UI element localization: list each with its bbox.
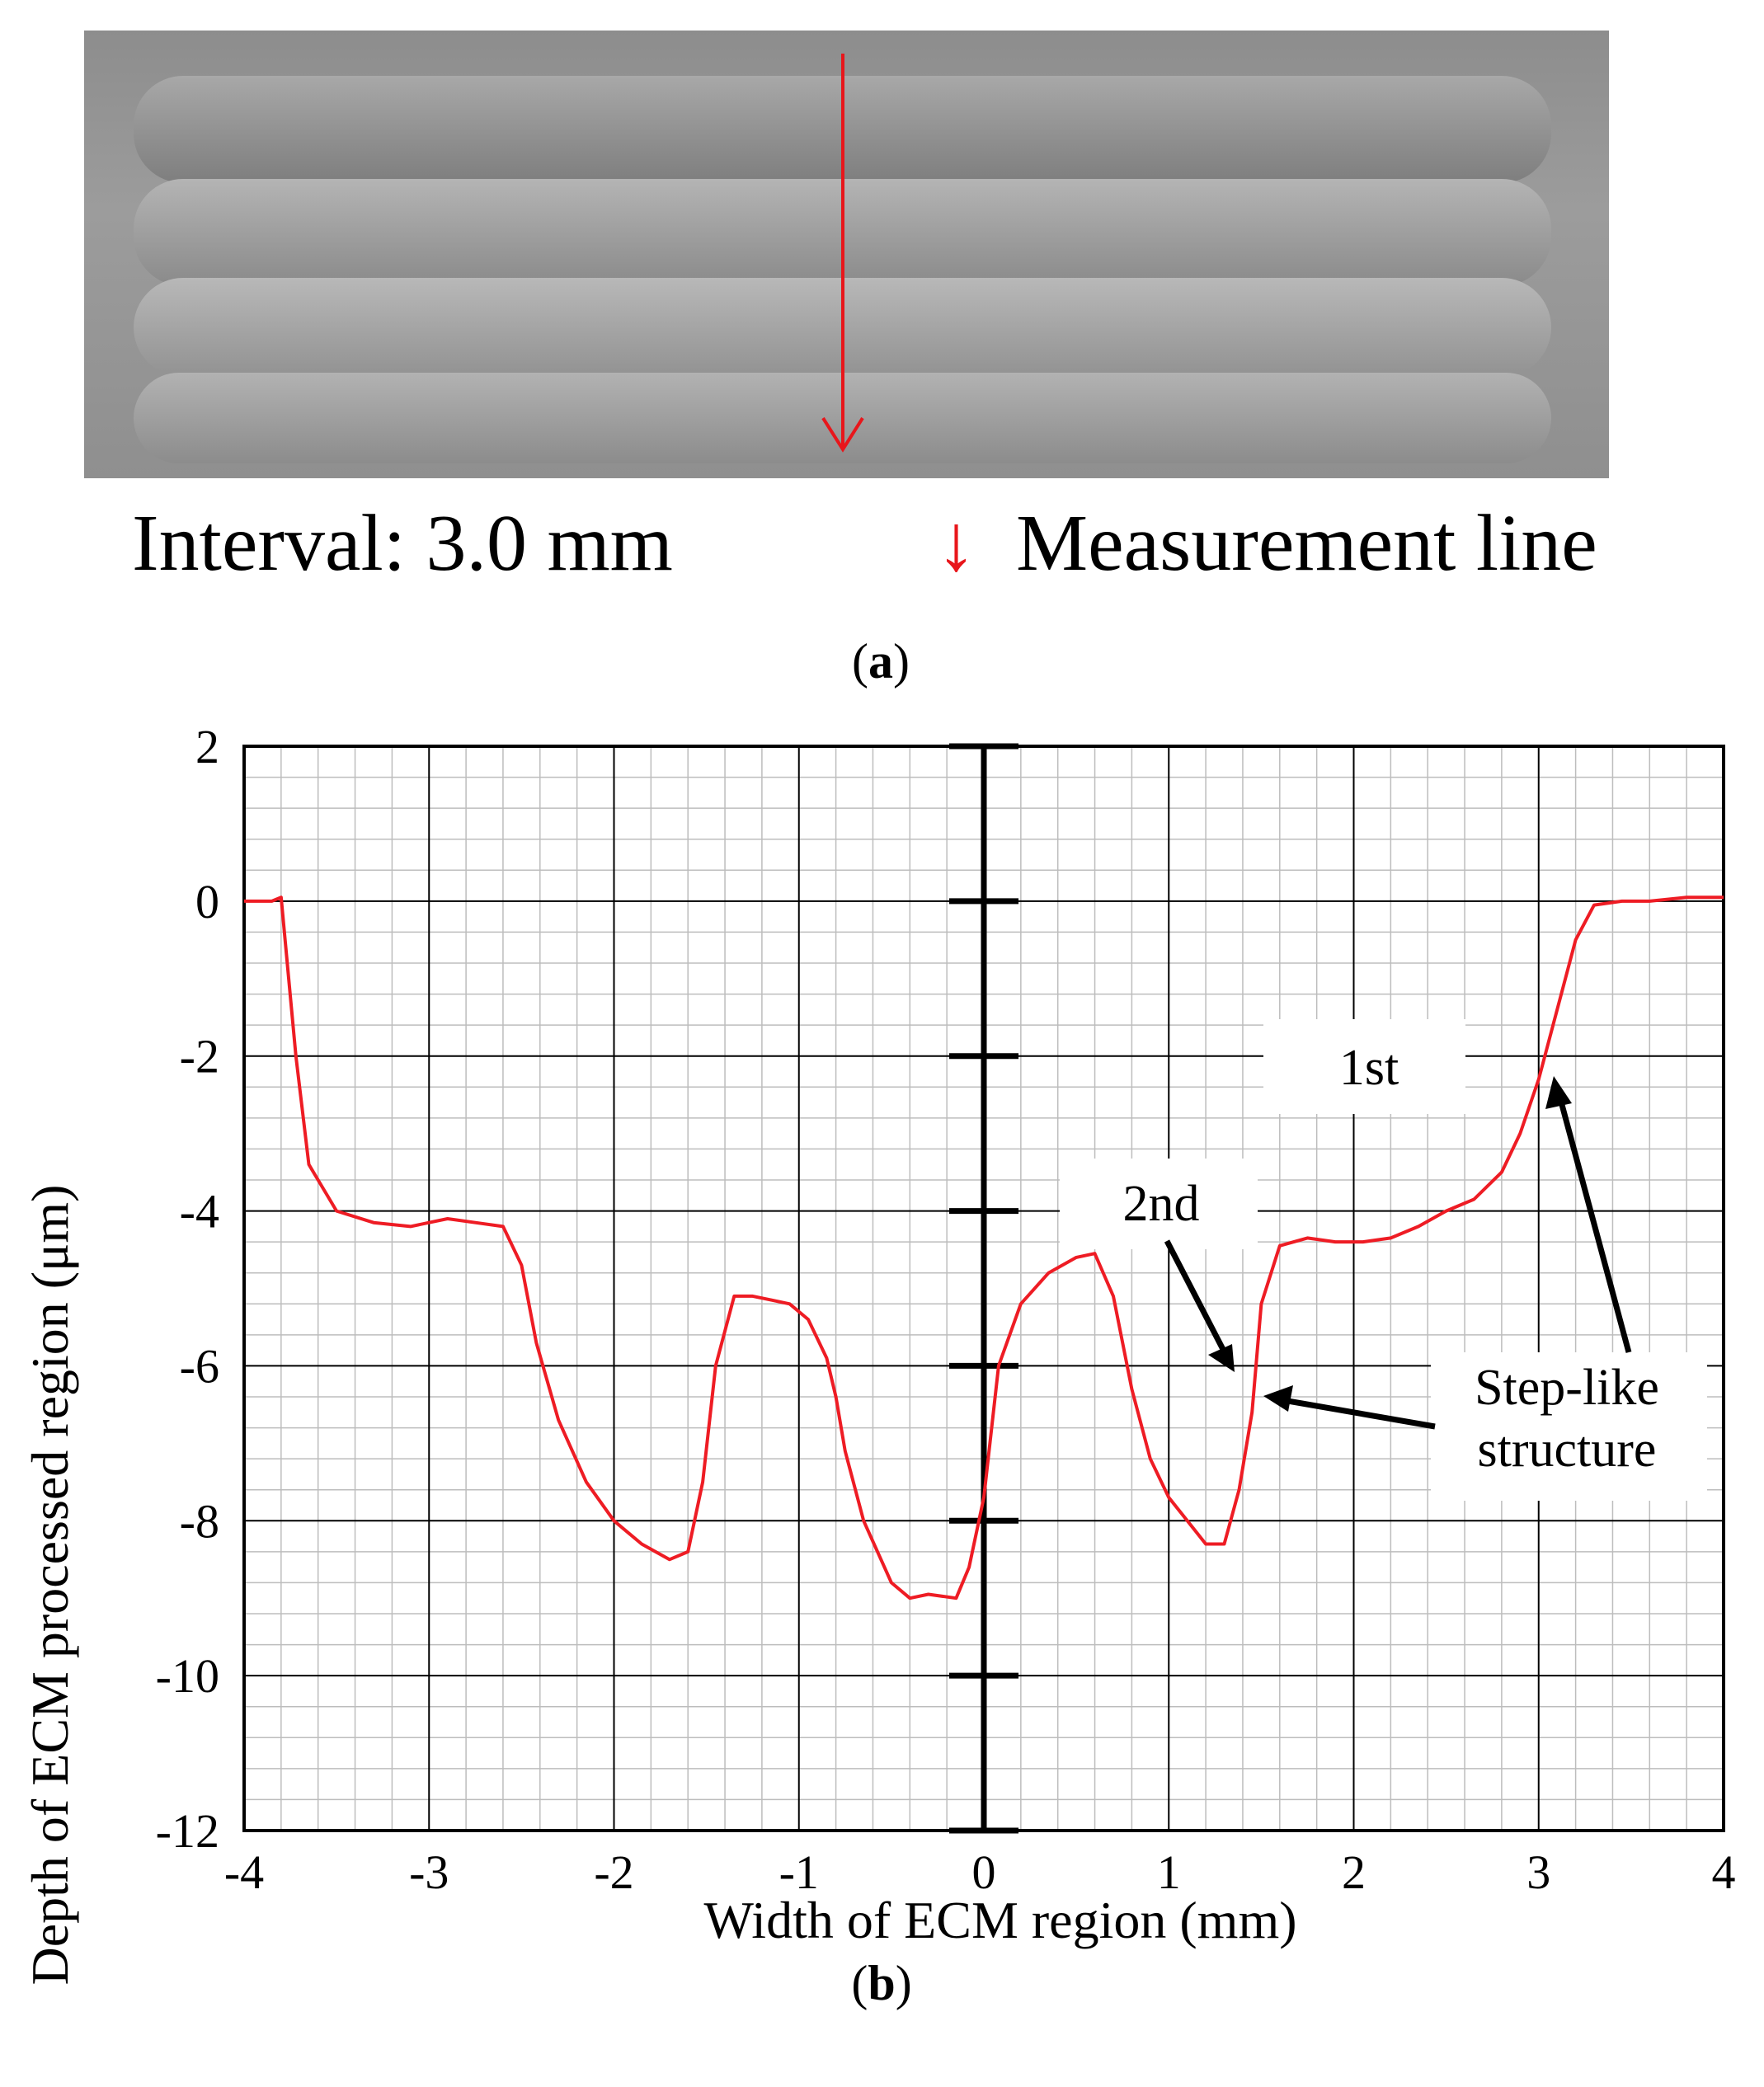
annotation-arrows bbox=[1164, 1076, 1632, 1430]
x-tick-label: 3 bbox=[1526, 1845, 1550, 1899]
panel-a-label: (a) bbox=[852, 634, 910, 689]
y-tick-label: -4 bbox=[180, 1185, 219, 1239]
arrow-step-right bbox=[1555, 1092, 1632, 1353]
x-tick-label: 2 bbox=[1342, 1845, 1366, 1899]
x-tick-label: 0 bbox=[972, 1845, 996, 1899]
measurement-line-caption: Measurement line bbox=[1016, 499, 1597, 588]
y-tick-label: -10 bbox=[156, 1649, 219, 1703]
x-tick-label: 1 bbox=[1157, 1845, 1181, 1899]
y-tick-label: 2 bbox=[195, 720, 219, 773]
sample-photo bbox=[84, 31, 1609, 478]
arrow-step-left-head bbox=[1263, 1385, 1293, 1412]
arrow-step-right-head bbox=[1545, 1076, 1572, 1109]
panel-b-label: (b) bbox=[851, 1956, 911, 2010]
y-tick-labels: 2 0 -2 -4 -6 -8 -10 -12 bbox=[156, 720, 219, 1858]
annotation-2nd: 2nd bbox=[1123, 1176, 1200, 1232]
measurement-line-arrow bbox=[821, 54, 864, 453]
x-axis-title: Width of ECM region (mm) bbox=[703, 1891, 1296, 1949]
annotation-2nd-box bbox=[1060, 1159, 1258, 1249]
arrow-2nd bbox=[1164, 1239, 1232, 1362]
x-tick-label: 4 bbox=[1712, 1845, 1736, 1899]
arrow-step-left bbox=[1277, 1396, 1436, 1430]
annotation-1st-box bbox=[1263, 1019, 1465, 1114]
x-tick-label: -4 bbox=[224, 1845, 264, 1899]
panel-b-letter: b bbox=[868, 1956, 895, 2010]
x-tick-label: -3 bbox=[409, 1845, 449, 1899]
y-tick-label: 0 bbox=[195, 875, 219, 928]
y-tick-label: -2 bbox=[180, 1030, 219, 1083]
annotation-step-line1: Step-like bbox=[1475, 1360, 1659, 1416]
interval-caption: Interval: 3.0 mm bbox=[132, 499, 673, 588]
arrow-2nd-head bbox=[1208, 1344, 1235, 1372]
panel-a-letter: a bbox=[868, 634, 893, 689]
plot-frame bbox=[242, 745, 1725, 1832]
x-tick-label: -2 bbox=[594, 1845, 633, 1899]
center-axis bbox=[949, 743, 1018, 1834]
depth-profile-line bbox=[244, 895, 1724, 1601]
y-tick-label: -8 bbox=[180, 1494, 219, 1548]
annotation-1st: 1st bbox=[1339, 1040, 1399, 1096]
x-tick-labels: -4 -3 -2 -1 0 1 2 3 4 bbox=[224, 1845, 1736, 1899]
y-axis-title: Depth of ECM processed region (μm) bbox=[21, 1185, 79, 1986]
y-tick-label: -12 bbox=[156, 1804, 219, 1858]
y-tick-label: -6 bbox=[180, 1339, 219, 1393]
annotation-step-box bbox=[1431, 1352, 1707, 1501]
x-tick-label: -1 bbox=[779, 1845, 819, 1899]
annotation-step-line2: structure bbox=[1478, 1422, 1657, 1478]
depth-profile-chart: -4 -3 -2 -1 0 1 2 3 4 20-2-4-6-8-10-12 Width of … bbox=[21, 720, 1736, 2010]
measurement-arrow-icon: ↓ bbox=[936, 499, 976, 588]
